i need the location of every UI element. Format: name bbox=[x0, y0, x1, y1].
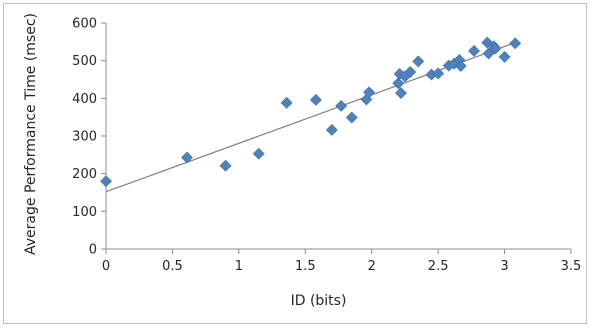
data-point bbox=[468, 44, 480, 57]
x-tick-label: 2.5 bbox=[428, 259, 449, 274]
data-point bbox=[392, 77, 405, 90]
data-point bbox=[335, 99, 348, 112]
y-tick-label: 600 bbox=[72, 17, 97, 32]
chart-frame: 0 100 200 300 400 500 600 0 0.5 1 1.5 2 2.5 3 3.5 ID … bbox=[3, 3, 587, 324]
data-point bbox=[509, 37, 522, 50]
x-tick-label: 1 bbox=[235, 259, 243, 274]
x-tick-label: 3 bbox=[500, 259, 508, 274]
x-tick-label: 0.5 bbox=[162, 259, 183, 274]
scatter-chart: 0 100 200 300 400 500 600 0 0.5 1 1.5 2 2.5 3 3.5 ID … bbox=[23, 13, 581, 309]
data-point bbox=[498, 50, 511, 63]
x-tick-label: 2 bbox=[368, 259, 376, 274]
y-tick-label: 200 bbox=[72, 167, 97, 182]
data-point bbox=[395, 87, 407, 99]
x-tick-label: 3.5 bbox=[561, 259, 582, 274]
data-point bbox=[219, 159, 232, 172]
x-tick-label: 1.5 bbox=[295, 259, 316, 274]
data-point bbox=[280, 96, 293, 109]
y-tick-label: 100 bbox=[72, 205, 97, 220]
x-axis-ticks: 0 0.5 1 1.5 2 2.5 3 3.5 bbox=[102, 249, 581, 274]
y-axis-title: Average Performance Time (msec) bbox=[23, 13, 39, 255]
data-point bbox=[482, 47, 495, 60]
data-point bbox=[325, 124, 338, 136]
data-point bbox=[412, 55, 425, 68]
data-point bbox=[363, 86, 375, 99]
y-tick-label: 0 bbox=[89, 243, 97, 258]
x-axis-title: ID (bits) bbox=[291, 293, 347, 309]
y-axis-ticks: 0 100 200 300 400 500 600 bbox=[72, 17, 106, 258]
y-tick-label: 400 bbox=[72, 92, 97, 107]
data-point bbox=[309, 93, 322, 106]
data-point bbox=[345, 111, 358, 124]
data-point bbox=[252, 147, 265, 160]
data-point bbox=[181, 151, 193, 164]
y-tick-label: 300 bbox=[72, 130, 97, 145]
data-point bbox=[454, 60, 467, 72]
data-point bbox=[489, 42, 502, 55]
data-points bbox=[100, 36, 522, 188]
data-point bbox=[100, 175, 112, 188]
data-point bbox=[404, 66, 417, 78]
x-tick-label: 0 bbox=[102, 259, 110, 274]
data-point bbox=[432, 67, 445, 80]
y-tick-label: 500 bbox=[72, 54, 97, 69]
